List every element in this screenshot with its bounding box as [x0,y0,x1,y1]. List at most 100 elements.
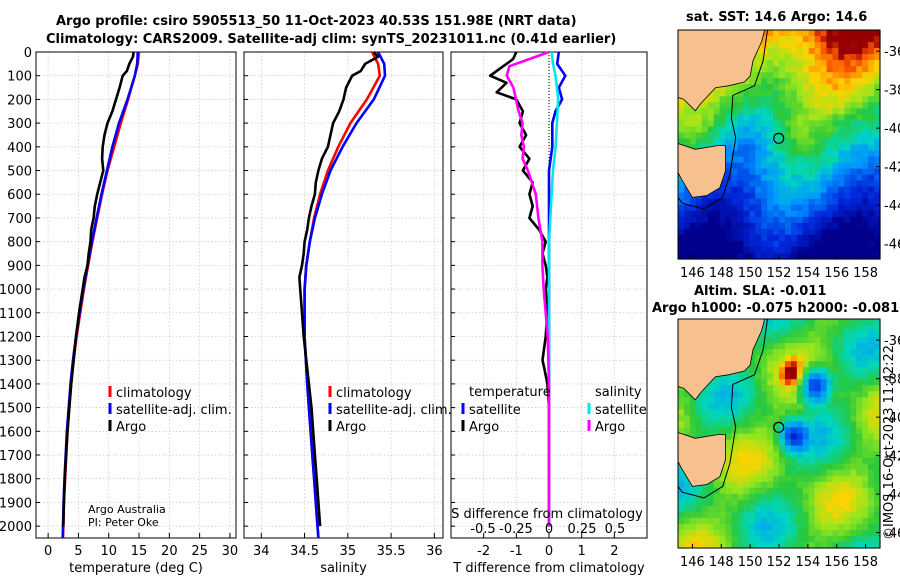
sla-map-cell [874,373,881,380]
sst-map-cell [767,90,774,97]
sst-map-cell [713,186,721,194]
sst-map-cell [856,120,863,128]
sla-map-cell [743,499,750,507]
sla-map-cell [874,379,881,386]
sla-map-cell [796,373,804,380]
sla-map-cell [808,319,816,326]
sla-map-cell [820,541,828,549]
sst-map-cell [808,156,816,164]
sla-map-cell [701,505,709,513]
sst-map-cell [719,204,727,212]
sst-map-cell [719,210,727,218]
sla-map-cell [737,385,744,392]
sst-map-cell [832,66,840,73]
sst-map-cell [874,90,881,97]
sla-map-cell [844,481,851,489]
sla-map-cell [862,499,869,507]
sla-map-cell [826,493,834,501]
sla-map-cell [826,391,834,398]
sst-map-cell [784,186,792,194]
sst-map-cell [808,210,816,218]
sst-map-cell [713,228,721,236]
sla-map-xtick-label: 156 [824,555,849,570]
sla-map-cell [814,343,822,350]
sla-map-cell [761,535,768,543]
sla-map-cell [802,517,810,525]
sla-map-cell [814,541,822,549]
sst-map-cell [874,210,881,218]
sla-map-cell [790,523,798,531]
sla-map-cell [731,475,739,483]
sla-map-cell [874,475,881,483]
sla-mainland-land [677,318,766,401]
sst-map-cell [844,180,851,188]
sst-map-cell [784,78,792,85]
sla-map-cell [814,457,822,465]
sst-map-cell [868,222,875,230]
sst-map-cell [784,102,792,109]
sla-tasmania-land [677,431,726,487]
sla-map-cell [749,367,756,374]
sst-map-cell [743,210,750,218]
diff-legend-label: satellite [469,403,521,418]
sla-map-cell [862,523,869,531]
sst-map-cell [820,96,828,103]
sla-map-xtick-label: 150 [738,555,763,570]
sst-map-cell [802,246,810,254]
sst-map-cell [689,222,697,230]
sst-map-cell [814,150,822,158]
sla-map-cell [790,463,798,471]
sst-map-cell [796,186,804,194]
sst-map-cell [796,252,804,260]
sst-map-cell [874,138,881,146]
sst-map-cell [832,60,840,67]
sst-map-cell [820,222,828,230]
sst-map-cell [755,138,762,146]
sla-map-cell [862,529,869,537]
sst-map-cell [719,126,727,134]
sst-map-cell [725,210,733,218]
sla-map-cell [707,493,715,501]
sst-map-cell [761,138,768,146]
sst-map-cell [820,102,828,109]
sla-map-cell [850,481,857,489]
sla-map-cell [814,325,822,332]
sla-map-cell [856,343,863,350]
sst-map-cell [784,60,792,67]
sla-map-cell [743,379,750,386]
sst-mainland-land [677,29,766,112]
sst-map-cell [796,108,804,115]
sst-map-cell [749,108,756,115]
sla-map-cell [725,535,733,543]
diff-xtick-label: 0 [545,544,553,559]
sla-map-cell [838,355,845,362]
sla-map-cell [826,463,834,471]
sst-map-cell [856,36,863,43]
sst-map-cell [838,210,845,218]
sla-map-cell [725,433,733,441]
sst-map-cell [743,168,750,176]
sla-map-cell [856,349,863,356]
sst-map-cell [826,108,834,115]
sst-map-cell [713,126,721,134]
sst-map-cell [790,108,798,115]
sla-map-cell [755,475,762,483]
sla-map-cell [678,469,685,477]
sst-map-cell [862,240,869,248]
sla-map-cell [874,361,881,368]
sla-map-cell [767,427,774,435]
sla-map-cell [868,475,875,483]
sst-map-cell [820,204,828,212]
sst-map-cell [784,252,792,260]
sst-map-cell [832,96,840,103]
sst-map-cell [862,66,869,73]
sla-map-cell [719,409,727,417]
sla-map-cell [755,451,762,459]
sst-map-cell [737,246,744,254]
sla-map-cell [874,529,881,537]
sla-map-cell [737,421,744,429]
sst-map-cell [790,228,798,236]
sst-map-cell [874,84,881,91]
sst-map-cell [767,96,774,103]
sst-map-cell [796,198,804,206]
